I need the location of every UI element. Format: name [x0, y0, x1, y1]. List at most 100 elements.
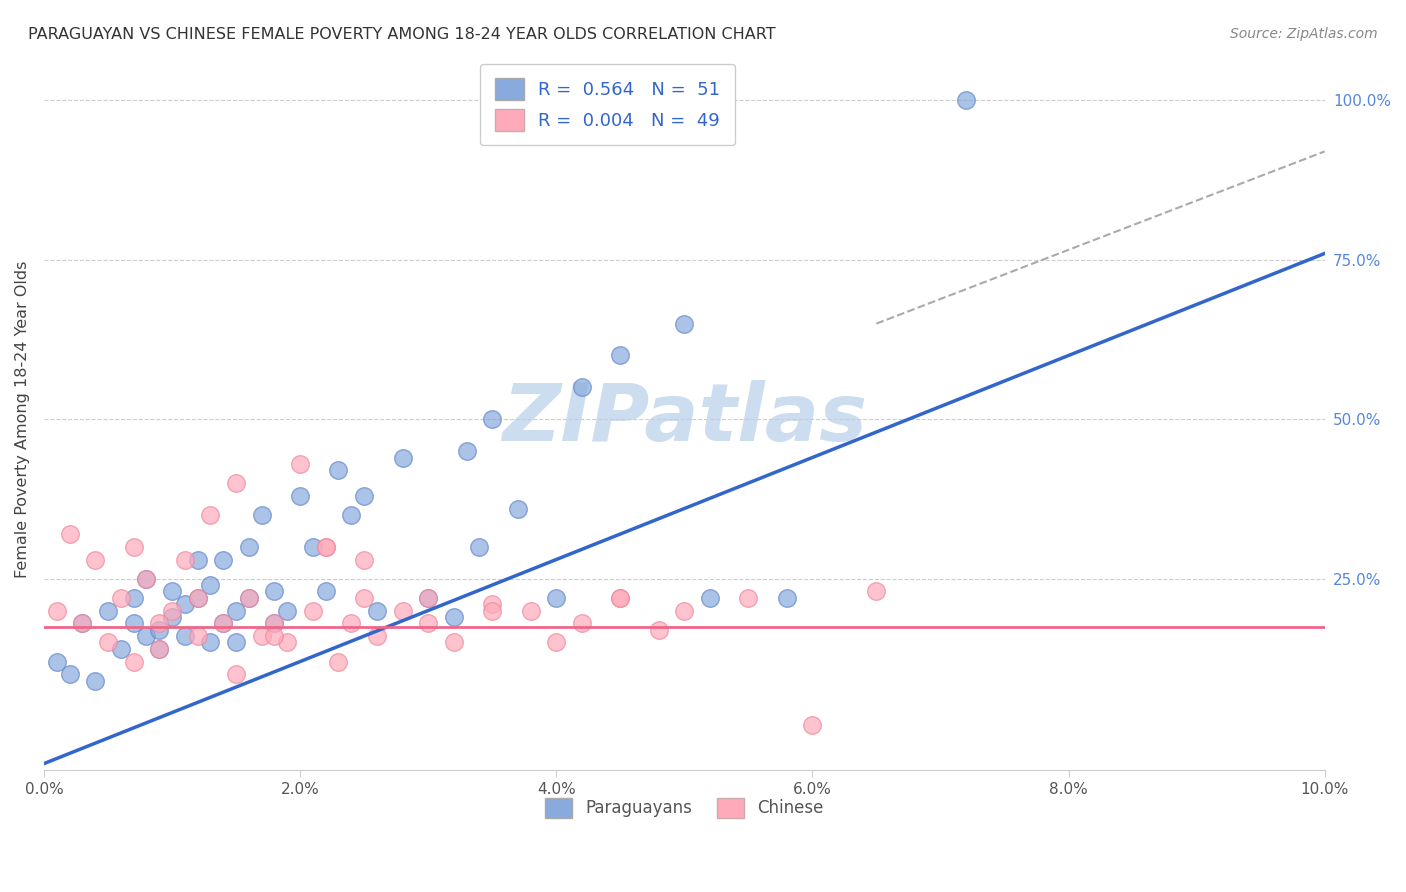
Point: [187, 552, 209, 566]
Point: [609, 591, 631, 605]
Point: [238, 591, 260, 605]
Point: [340, 508, 363, 522]
Point: [647, 623, 669, 637]
Point: [609, 591, 631, 605]
Point: [212, 616, 235, 631]
Point: [263, 616, 285, 631]
Point: [110, 591, 132, 605]
Point: [673, 317, 696, 331]
Point: [160, 610, 183, 624]
Point: [200, 635, 222, 649]
Point: [122, 591, 145, 605]
Point: [443, 635, 465, 649]
Point: [416, 591, 439, 605]
Point: [187, 591, 209, 605]
Point: [173, 552, 195, 566]
Point: [45, 655, 67, 669]
Point: [443, 610, 465, 624]
Point: [276, 635, 298, 649]
Point: [110, 641, 132, 656]
Point: [288, 457, 311, 471]
Point: [288, 489, 311, 503]
Point: [250, 629, 273, 643]
Point: [315, 540, 337, 554]
Point: [328, 463, 350, 477]
Point: [263, 616, 285, 631]
Point: [366, 603, 388, 617]
Point: [122, 540, 145, 554]
Y-axis label: Female Poverty Among 18-24 Year Olds: Female Poverty Among 18-24 Year Olds: [15, 260, 30, 578]
Point: [571, 616, 593, 631]
Point: [148, 641, 170, 656]
Point: [481, 603, 503, 617]
Point: [250, 508, 273, 522]
Point: [135, 572, 157, 586]
Point: [187, 591, 209, 605]
Point: [353, 552, 375, 566]
Text: Source: ZipAtlas.com: Source: ZipAtlas.com: [1230, 27, 1378, 41]
Point: [506, 501, 529, 516]
Point: [416, 616, 439, 631]
Point: [546, 591, 568, 605]
Point: [97, 603, 120, 617]
Point: [225, 667, 247, 681]
Point: [200, 578, 222, 592]
Point: [955, 94, 977, 108]
Point: [481, 412, 503, 426]
Legend: Paraguayans, Chinese: Paraguayans, Chinese: [538, 791, 830, 825]
Point: [328, 655, 350, 669]
Point: [173, 597, 195, 611]
Point: [353, 591, 375, 605]
Point: [801, 718, 824, 732]
Point: [225, 476, 247, 491]
Point: [546, 635, 568, 649]
Point: [148, 616, 170, 631]
Point: [699, 591, 721, 605]
Point: [238, 591, 260, 605]
Point: [263, 629, 285, 643]
Point: [519, 603, 541, 617]
Point: [135, 572, 157, 586]
Point: [340, 616, 363, 631]
Point: [776, 591, 799, 605]
Point: [135, 629, 157, 643]
Text: PARAGUAYAN VS CHINESE FEMALE POVERTY AMONG 18-24 YEAR OLDS CORRELATION CHART: PARAGUAYAN VS CHINESE FEMALE POVERTY AMO…: [28, 27, 776, 42]
Point: [468, 540, 491, 554]
Point: [72, 616, 94, 631]
Point: [481, 597, 503, 611]
Point: [148, 641, 170, 656]
Point: [225, 635, 247, 649]
Point: [122, 655, 145, 669]
Point: [737, 591, 759, 605]
Point: [212, 552, 235, 566]
Point: [353, 489, 375, 503]
Point: [276, 603, 298, 617]
Point: [97, 635, 120, 649]
Point: [84, 552, 107, 566]
Point: [84, 673, 107, 688]
Point: [225, 603, 247, 617]
Point: [148, 623, 170, 637]
Point: [391, 603, 413, 617]
Point: [212, 616, 235, 631]
Point: [416, 591, 439, 605]
Point: [302, 540, 325, 554]
Point: [122, 616, 145, 631]
Point: [391, 450, 413, 465]
Point: [315, 584, 337, 599]
Point: [673, 603, 696, 617]
Point: [72, 616, 94, 631]
Point: [263, 584, 285, 599]
Point: [160, 584, 183, 599]
Point: [865, 584, 887, 599]
Point: [366, 629, 388, 643]
Point: [160, 603, 183, 617]
Point: [315, 540, 337, 554]
Point: [200, 508, 222, 522]
Point: [571, 380, 593, 394]
Point: [58, 667, 80, 681]
Point: [45, 603, 67, 617]
Point: [609, 349, 631, 363]
Point: [173, 629, 195, 643]
Point: [302, 603, 325, 617]
